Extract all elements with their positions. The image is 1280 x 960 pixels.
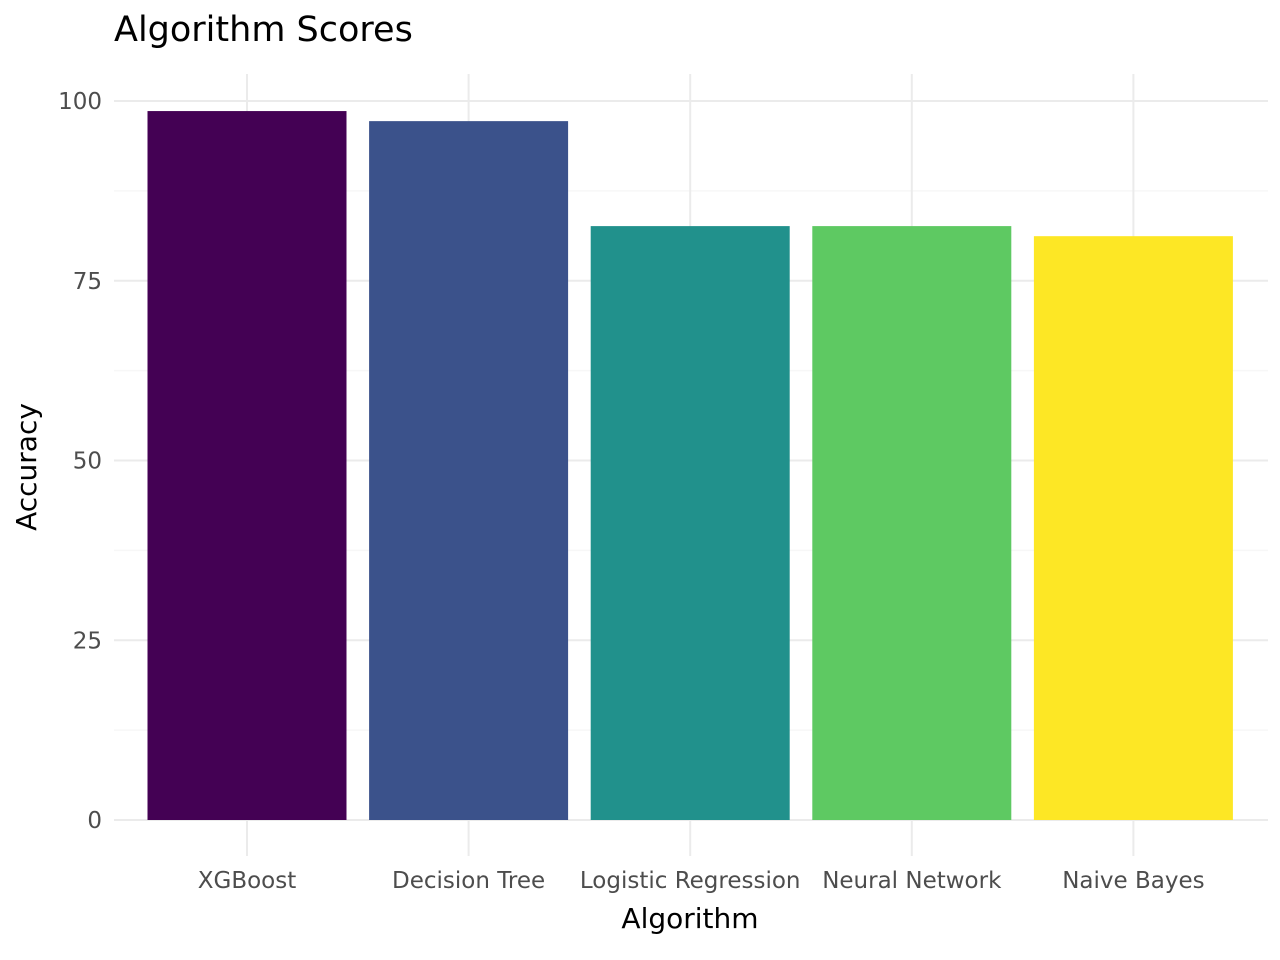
x-axis-ticks: XGBoost Decision Tree Logistic Regression N…: [198, 868, 1205, 894]
y-tick-label: 0: [87, 808, 102, 834]
bar: [369, 121, 569, 820]
y-tick-label: 100: [58, 89, 102, 115]
x-tick-label: Naive Bayes: [1062, 868, 1204, 894]
x-tick-label: Logistic Regression: [580, 868, 801, 894]
y-axis-ticks: 0 25 50 75 100: [58, 89, 102, 834]
chart-title: Algorithm Scores: [114, 10, 413, 50]
y-axis-title: Accuracy: [10, 403, 43, 531]
y-tick-label: 75: [73, 269, 102, 295]
x-axis-title: Algorithm: [621, 902, 758, 935]
bar: [812, 226, 1012, 820]
bar: [1033, 236, 1233, 820]
x-tick-label: XGBoost: [198, 868, 297, 894]
bar: [147, 111, 347, 821]
bar: [590, 226, 790, 820]
x-tick-label: Decision Tree: [392, 868, 545, 894]
y-tick-label: 25: [73, 628, 102, 654]
y-tick-label: 50: [73, 449, 102, 475]
x-tick-label: Neural Network: [822, 868, 1002, 894]
bars: [147, 111, 1233, 821]
